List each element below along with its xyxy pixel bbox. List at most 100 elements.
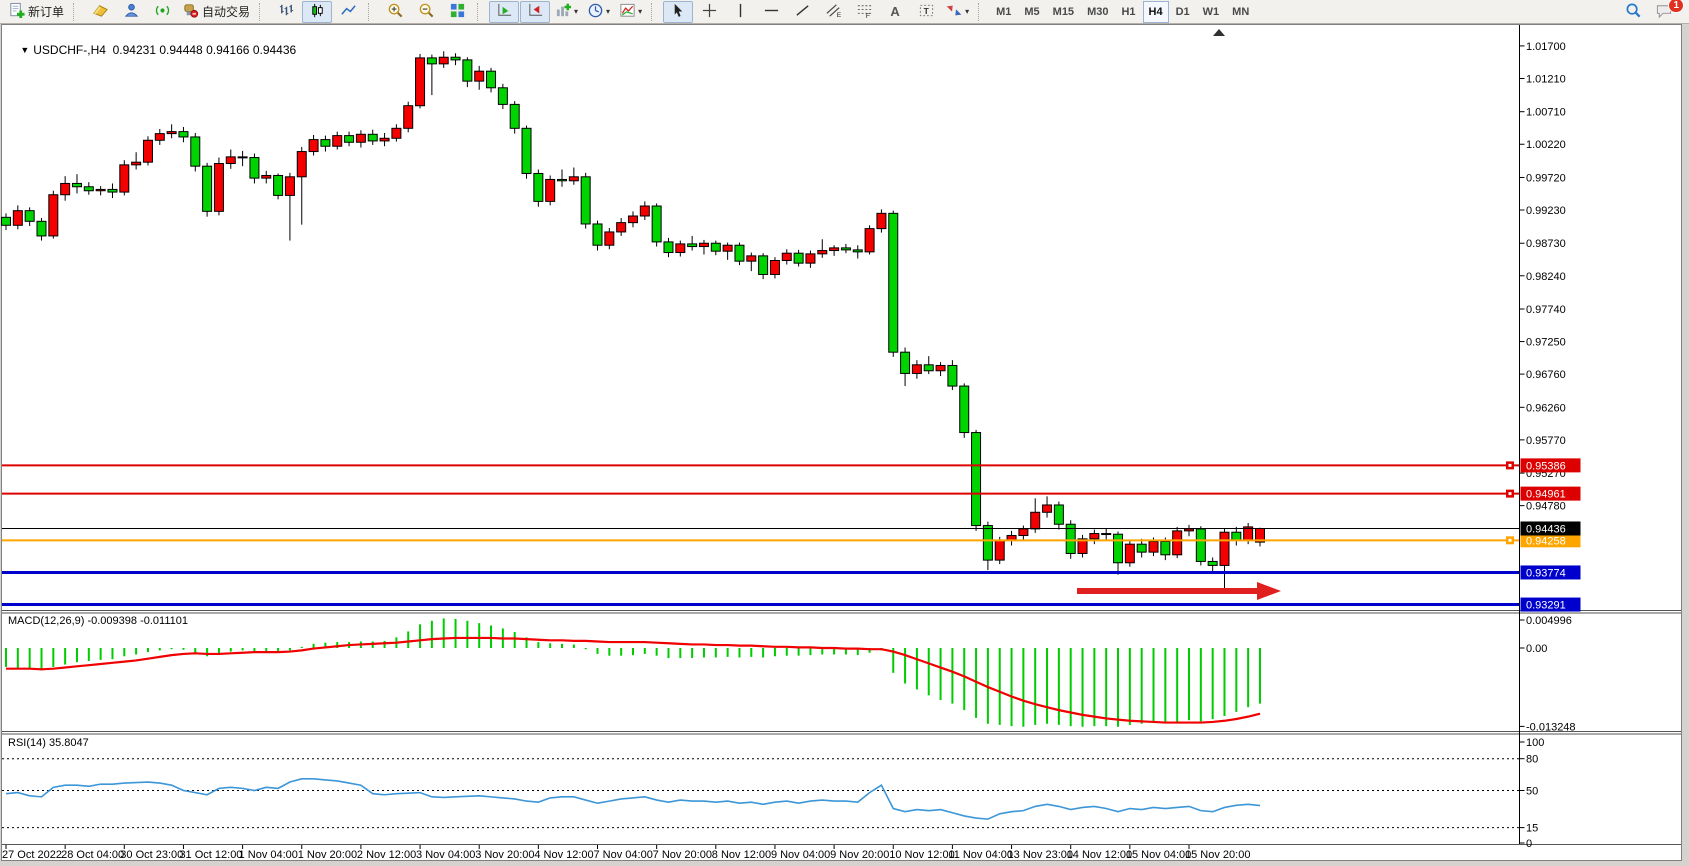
separator <box>651 2 659 21</box>
svg-text:T: T <box>923 5 929 15</box>
fibonacci-icon: F <box>856 2 873 22</box>
svg-text:-0.013248: -0.013248 <box>1526 721 1576 733</box>
chart-menu-icon[interactable]: ▼ <box>20 45 30 55</box>
autotrading-button[interactable]: 自动交易 <box>178 1 254 23</box>
separator <box>259 2 267 21</box>
tile-windows-button[interactable] <box>442 1 472 23</box>
cursor-icon <box>670 2 687 22</box>
text-tool-button[interactable]: A <box>880 1 910 23</box>
svg-text:30 Oct 23:00: 30 Oct 23:00 <box>120 849 183 861</box>
svg-text:15 Nov 04:00: 15 Nov 04:00 <box>1126 849 1191 861</box>
chart-candles-button[interactable] <box>302 0 333 23</box>
svg-text:0.97250: 0.97250 <box>1526 337 1566 349</box>
zoom-in-button[interactable] <box>380 1 410 23</box>
svg-text:27 Oct 2022: 27 Oct 2022 <box>2 849 62 861</box>
line-chart-icon <box>340 2 357 22</box>
crosshair-tool-button[interactable] <box>694 1 724 23</box>
svg-text:9 Nov 04:00: 9 Nov 04:00 <box>771 849 830 861</box>
svg-text:0.96260: 0.96260 <box>1526 402 1566 414</box>
search-button[interactable] <box>1618 1 1648 23</box>
svg-text:0.94780: 0.94780 <box>1526 501 1566 513</box>
cursor-tool-button[interactable] <box>663 0 694 23</box>
svg-text:0.94258: 0.94258 <box>1526 535 1566 547</box>
timeframe-h1[interactable]: H1 <box>1121 5 1136 18</box>
svg-text:3 Nov 20:00: 3 Nov 20:00 <box>475 849 534 861</box>
text-label-tool-button[interactable]: T <box>911 1 941 23</box>
svg-text:1 Nov 04:00: 1 Nov 04:00 <box>239 849 298 861</box>
caret-down-icon[interactable]: ▾ <box>574 7 579 16</box>
crosshair-icon <box>701 2 718 22</box>
add-indicator-icon <box>555 2 572 22</box>
gold-ingot-button[interactable] <box>85 1 115 23</box>
new-order-label: 新订单 <box>28 5 65 19</box>
svg-text:0.00: 0.00 <box>1526 643 1547 655</box>
svg-text:9 Nov 20:00: 9 Nov 20:00 <box>830 849 889 861</box>
templates-button[interactable]: ▾ <box>615 1 646 23</box>
hline-tool-button[interactable] <box>756 1 786 23</box>
svg-text:1.01210: 1.01210 <box>1526 73 1566 85</box>
community-button[interactable] <box>116 1 146 23</box>
auto-scroll-button[interactable] <box>489 0 520 23</box>
horizontal-line-icon <box>763 2 780 22</box>
svg-text:0.93291: 0.93291 <box>1526 600 1566 612</box>
signals-button[interactable] <box>147 1 177 23</box>
separator <box>978 2 986 21</box>
svg-text:0.98240: 0.98240 <box>1526 271 1566 283</box>
timeframe-m1[interactable]: M1 <box>996 5 1012 18</box>
svg-text:7 Nov 20:00: 7 Nov 20:00 <box>653 849 712 861</box>
tile-windows-icon <box>449 2 466 22</box>
svg-text:13 Nov 23:00: 13 Nov 23:00 <box>1008 849 1073 861</box>
timeframe-m30[interactable]: M30 <box>1087 5 1109 18</box>
timeframe-h4[interactable]: H4 <box>1142 0 1169 23</box>
svg-text:7 Nov 04:00: 7 Nov 04:00 <box>594 849 653 861</box>
svg-text:50: 50 <box>1526 786 1538 798</box>
autotrading-label: 自动交易 <box>202 5 251 19</box>
svg-text:100: 100 <box>1526 737 1544 749</box>
timeframe-m15[interactable]: M15 <box>1052 5 1075 18</box>
candlestick-icon <box>309 2 326 22</box>
channel-tool-button[interactable]: E <box>818 1 848 23</box>
timeframe-m5[interactable]: M5 <box>1024 5 1040 18</box>
caret-down-icon[interactable]: ▾ <box>965 7 970 16</box>
ohlc-open: 0.94231 <box>112 43 156 57</box>
svg-text:1.01700: 1.01700 <box>1526 41 1566 53</box>
periods-button[interactable]: ▾ <box>583 1 614 23</box>
vline-tool-button[interactable] <box>725 1 755 23</box>
timeframe-d1[interactable]: D1 <box>1175 5 1190 18</box>
svg-text:0.93774: 0.93774 <box>1526 567 1566 579</box>
timeframe-mn[interactable]: MN <box>1232 5 1250 18</box>
svg-text:1.00220: 1.00220 <box>1526 139 1566 151</box>
rsi-indicator-label: RSI(14) 35.8047 <box>8 737 89 749</box>
notifications-button[interactable]: 1 <box>1649 0 1684 23</box>
separator <box>73 2 81 21</box>
chart-symbol-period: USDCHF-,H4 <box>33 43 106 57</box>
svg-text:4 Nov 12:00: 4 Nov 12:00 <box>534 849 593 861</box>
gold-ingot-icon <box>92 2 109 22</box>
chart-shift-button[interactable] <box>520 0 551 23</box>
notification-count-badge: 1 <box>1668 0 1684 13</box>
timeframe-w1[interactable]: W1 <box>1202 5 1220 18</box>
arrows-tool-button[interactable]: ▾ <box>942 1 973 23</box>
svg-text:F: F <box>865 13 869 19</box>
svg-text:1.00710: 1.00710 <box>1526 107 1566 119</box>
caret-down-icon[interactable]: ▾ <box>638 7 643 16</box>
indicators-button[interactable]: ▾ <box>551 1 582 23</box>
new-order-button[interactable]: 新订单 <box>4 1 68 23</box>
separator <box>368 2 376 21</box>
caret-down-icon[interactable]: ▾ <box>606 7 611 16</box>
svg-text:3 Nov 04:00: 3 Nov 04:00 <box>416 849 475 861</box>
fibonacci-tool-button[interactable]: F <box>849 1 879 23</box>
chart-line-button[interactable] <box>333 1 363 23</box>
price-chart-canvas[interactable]: 1.01700 1.01210 1.00710 1.00220 0.99720 0.992… <box>0 24 1689 866</box>
arrows-shapes-icon <box>946 2 963 22</box>
macd-indicator-label: MACD(12,26,9) -0.009398 -0.011101 <box>8 615 188 627</box>
chart-bars-button[interactable] <box>271 1 301 23</box>
trendline-tool-button[interactable] <box>787 1 817 23</box>
svg-text:11 Nov 04:00: 11 Nov 04:00 <box>948 849 1013 861</box>
svg-text:1 Nov 20:00: 1 Nov 20:00 <box>298 849 357 861</box>
svg-text:E: E <box>836 12 841 19</box>
zoom-out-button[interactable] <box>411 1 441 23</box>
svg-text:0.94436: 0.94436 <box>1526 523 1566 535</box>
svg-text:0.95386: 0.95386 <box>1526 460 1566 472</box>
